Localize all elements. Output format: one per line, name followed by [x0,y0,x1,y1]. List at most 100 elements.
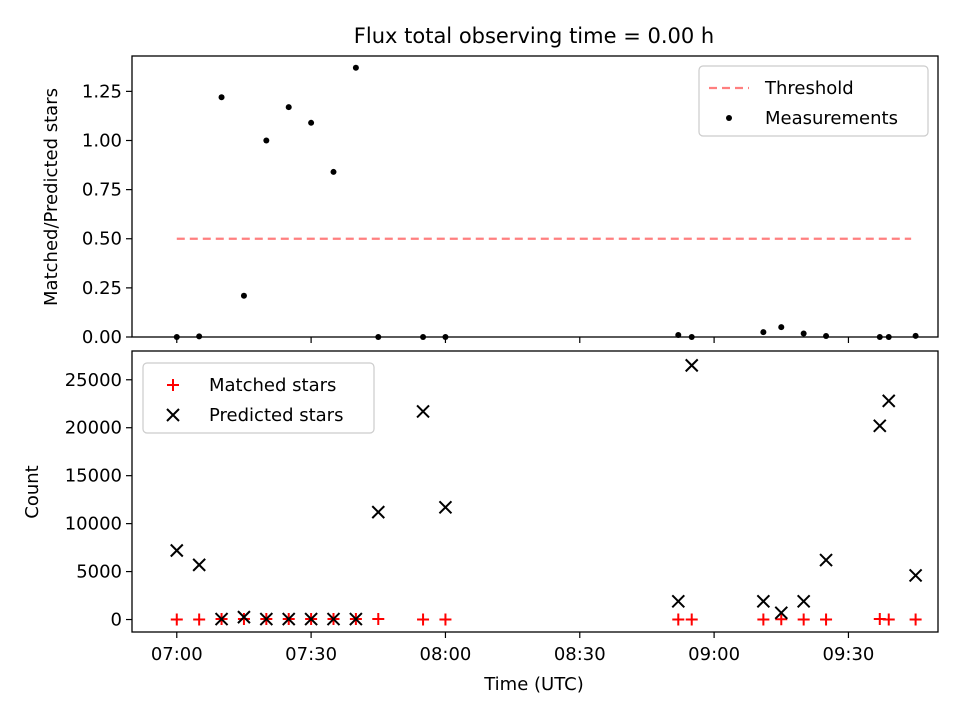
data-point [797,613,810,626]
x-tick-label: 09:00 [688,644,740,665]
y-tick-label: 1.25 [82,81,122,102]
data-point [873,419,887,433]
data-point [371,505,385,519]
legend: Threshold Measurements [698,65,929,137]
plot-area: 0.00 0.25 0.50 0.75 1.00 1.25 Threshold Measure… [82,55,939,348]
plot-frame [131,55,939,338]
data-point [778,324,785,331]
data-point [308,119,315,126]
data-point [800,330,807,337]
data-point [372,613,385,626]
legend-label: Threshold [764,78,854,99]
data-point [330,168,337,175]
data-point [352,64,359,71]
data-point [237,613,250,626]
data-point [671,594,685,609]
data-point [885,334,892,340]
legend-swatch [166,408,180,422]
legend-box [698,65,929,137]
data-point [263,137,270,144]
data-point [442,334,449,340]
data-point [439,613,452,626]
x-tick-label: 08:30 [554,644,606,665]
y-tick-label: 15000 [65,466,122,487]
y-tick-label: 20000 [65,418,122,439]
data-point [285,104,292,111]
data-point [760,329,767,336]
data-point [876,334,883,340]
y-tick-label: 10000 [65,514,122,535]
data-point [819,553,833,567]
data-point [196,333,203,340]
legend-entry: Matched stars [167,375,336,396]
data-point [259,612,274,626]
y-tick-label: 25000 [65,370,122,391]
data-point [420,334,427,340]
data-point [756,594,771,609]
data-point [823,333,830,340]
y-tick-label: 0.00 [82,327,122,348]
legend: Matched stars Predicted stars [142,362,375,434]
legend-label: Matched stars [209,375,336,396]
data-point [375,334,382,340]
y-tick-label: 0.75 [82,180,122,201]
data-point [438,500,453,515]
data-point [417,613,430,626]
chart-title: Flux total observing time = 0.00 h [354,24,714,48]
data-point [909,613,922,626]
data-point [192,558,206,572]
data-point [688,334,695,340]
x-tick-label: 07:30 [285,644,337,665]
bottom-panel: Count Time (UTC) 0 5000 10000 15000 20000 250… [22,350,939,695]
legend-box [142,362,375,434]
data-point [775,613,788,626]
y-tick-label: 0 [111,610,122,631]
data-point [193,613,206,626]
y-axis-label: Count [22,465,43,518]
x-tick-label: 07:00 [151,644,203,665]
data-point [282,612,296,626]
x-tick-label: 08:00 [420,644,472,665]
data-point [304,612,318,626]
data-point [796,594,811,609]
legend-label: Measurements [765,108,898,129]
data-point [672,613,685,626]
x-axis-label: Time (UTC) [483,674,584,695]
plot-area: 0 5000 10000 15000 20000 25000 07:00 07:30 08:00… [65,350,939,665]
data-point [349,612,363,626]
series-predicted-stars [170,358,923,626]
data-point [908,568,923,583]
legend-swatch [167,379,179,391]
y-tick-label: 5000 [76,562,122,583]
y-tick-label: 1.00 [82,130,122,151]
data-point [774,606,788,620]
data-point [170,613,183,626]
data-point [237,610,251,624]
data-point [416,404,430,419]
data-point [820,613,833,626]
data-point [218,94,225,101]
data-point [685,613,698,626]
legend-entry: Threshold [709,78,854,99]
legend-label: Predicted stars [209,405,343,426]
data-point [214,612,229,626]
y-tick-label: 0.50 [82,229,122,250]
data-point [675,332,682,339]
top-panel: Flux total observing time = 0.00 h Match… [41,24,939,348]
series-measurements [173,64,919,340]
data-point [882,394,896,408]
legend-entry: Predicted stars [166,405,343,426]
x-tick-label: 09:30 [823,644,875,665]
legend-entry: Measurements [726,108,898,129]
data-point [685,358,699,373]
data-point [757,613,770,626]
y-axis-label: Matched/Predicted stars [41,88,62,306]
y-tick-label: 0.25 [82,278,122,299]
legend-swatch [726,115,732,121]
data-point [882,613,895,626]
data-point [240,292,247,299]
plot-frame [131,350,939,633]
data-point [170,543,184,558]
data-point [912,332,919,339]
